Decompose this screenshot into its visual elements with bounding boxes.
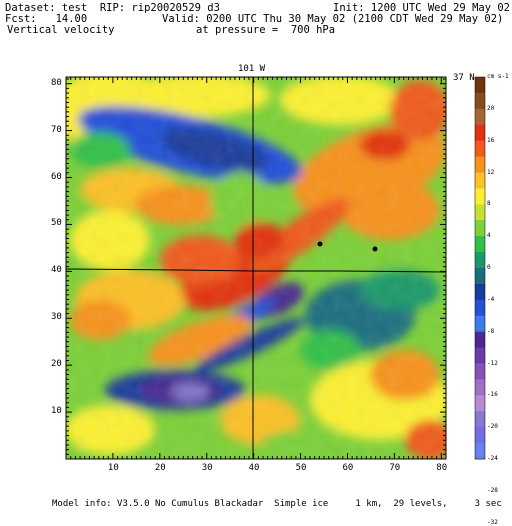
y-tick-label: 30 (51, 312, 62, 323)
colorbar-label: -8 (487, 327, 495, 335)
colorbar-swatch (475, 188, 485, 205)
colorbar-label: -4 (487, 295, 495, 303)
x-tick-label: 10 (107, 463, 119, 473)
meridian-label: 101 W (238, 64, 266, 74)
colorbar-swatch (475, 236, 485, 253)
y-tick-label: 40 (51, 265, 62, 276)
colorbar-swatch (475, 347, 485, 364)
colorbar-swatch (475, 411, 485, 428)
dataset-label: Dataset: test RIP: rip20020529 d3 (5, 2, 220, 14)
x-tick-label: 30 (201, 463, 213, 473)
station-marker (372, 246, 378, 252)
parallel-line (65, 268, 447, 273)
colorbar-swatch (475, 299, 485, 317)
parallel-label: 37 N (453, 73, 475, 83)
y-tick-label: 80 (51, 77, 62, 88)
colorbar-label: -12 (487, 359, 498, 367)
y-tick-label: 50 (51, 218, 62, 229)
model-info-label: Model info: V3.5.0 No Cumulus Blackadar … (52, 499, 502, 509)
colorbar-label: 0 (487, 264, 491, 271)
y-tick-label: 10 (51, 406, 62, 417)
colorbar-swatch (475, 379, 485, 396)
colorbar-swatch (475, 220, 485, 237)
colorbar-units-label: cm s-1 (487, 73, 509, 80)
x-tick-label: 20 (154, 463, 166, 473)
y-tick-label: 70 (51, 124, 62, 135)
velocity-field (66, 77, 446, 459)
x-tick-label: 50 (295, 463, 307, 473)
y-tick-label: 60 (51, 171, 62, 182)
plot-frame (65, 76, 447, 460)
colorbar-swatch (475, 283, 485, 301)
pressure-level-label: at pressure = 700 hPa (196, 24, 336, 36)
colorbar-label: -20 (487, 423, 498, 431)
colorbar-label: 20 (487, 104, 495, 112)
colorbar-label: 4 (487, 232, 491, 240)
colorbar-label: -32 (487, 518, 498, 526)
colorbar-label: -24 (487, 455, 498, 462)
colorbar-swatch (475, 252, 485, 269)
colorbar-label: 16 (487, 136, 495, 144)
colorbar-label: 12 (487, 168, 495, 176)
vertical-velocity-map (65, 76, 486, 460)
colorbar-swatch (475, 77, 485, 94)
colorbar-label: 8 (487, 200, 491, 208)
colorbar-swatch (475, 124, 485, 142)
colorbar-swatch (475, 443, 485, 460)
init-time-label: Init: 1200 UTC Wed 29 May 02 (333, 2, 511, 14)
colorbar-swatch (475, 395, 485, 412)
field-name-label: Vertical velocity (7, 24, 115, 36)
colorbar-swatch (475, 204, 485, 221)
x-tick-label: 60 (342, 463, 354, 473)
colorbar-swatch (475, 427, 485, 444)
x-tick-label: 80 (436, 463, 448, 473)
colorbar-frame (474, 76, 486, 460)
forecast-hour-label: Fcst: 14.00 (5, 13, 88, 25)
station-marker (317, 241, 323, 247)
colorbar-swatch (475, 331, 485, 349)
colorbar-label: -28 (487, 486, 498, 494)
colorbar-label: -16 (487, 391, 498, 399)
colorbar-swatch (475, 108, 485, 126)
valid-time-label: Valid: 0200 UTC Thu 30 May 02 (2100 CDT … (162, 13, 504, 25)
colorbar-swatch (475, 268, 485, 285)
axis-ticks (66, 77, 446, 459)
colorbar-swatch (475, 140, 485, 158)
x-tick-label: 40 (248, 463, 260, 473)
colorbar-swatch (475, 363, 485, 380)
x-tick-label: 70 (389, 463, 401, 473)
colorbar (475, 77, 485, 460)
colorbar-swatch (475, 315, 485, 333)
colorbar-swatch (475, 92, 485, 110)
y-tick-label: 20 (51, 359, 62, 370)
colorbar-swatch (475, 156, 485, 173)
colorbar-swatch (475, 172, 485, 189)
